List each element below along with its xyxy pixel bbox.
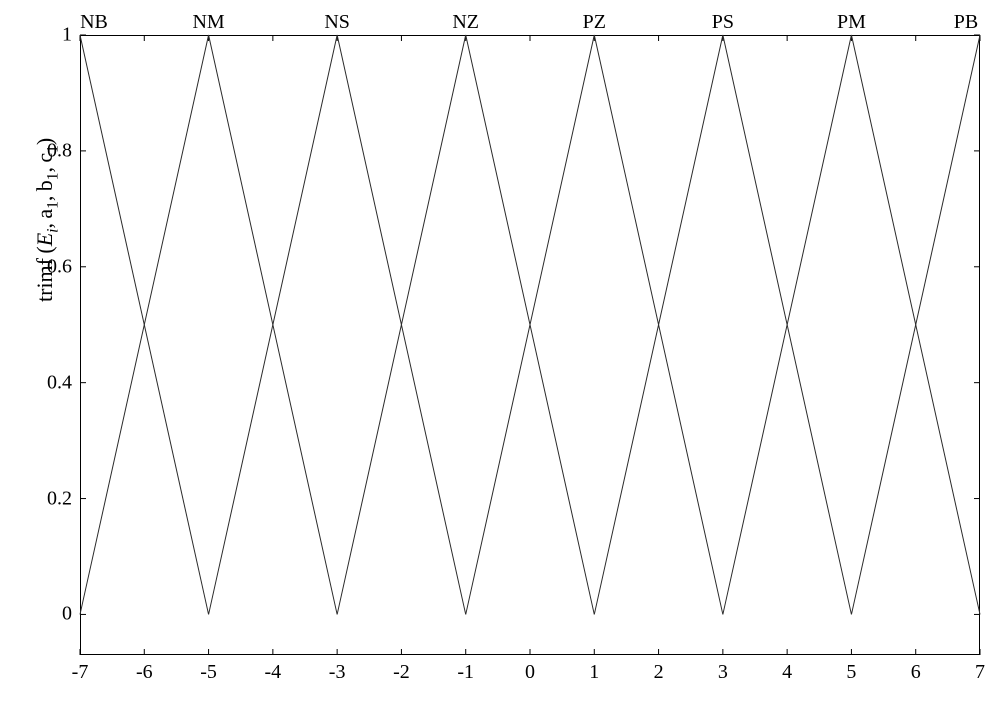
top-label-NZ: NZ — [452, 11, 479, 34]
x-tick-label: -1 — [457, 661, 474, 684]
top-label-PZ: PZ — [583, 11, 606, 34]
x-tick-label: 6 — [911, 661, 921, 684]
y-tick-label: 0.4 — [47, 371, 72, 394]
x-tick-label: 5 — [846, 661, 856, 684]
x-tick-label: -5 — [200, 661, 217, 684]
top-label-PS: PS — [712, 11, 734, 34]
top-label-PB: PB — [954, 11, 978, 34]
y-tick-label: 0.6 — [47, 255, 72, 278]
y-tick-label: 0 — [62, 603, 72, 626]
mf-PM — [723, 35, 980, 614]
x-tick-label: -3 — [329, 661, 346, 684]
x-tick-label: 1 — [589, 661, 599, 684]
x-tick-label: 2 — [654, 661, 664, 684]
top-label-NM: NM — [192, 11, 224, 34]
x-tick-label: 4 — [782, 661, 792, 684]
mf-NM — [80, 35, 337, 614]
x-tick-label: -4 — [265, 661, 282, 684]
fuzzy-membership-chart: trimf (Ei, a1, b1, c1) -7-6-5-4-3-2-1012… — [0, 0, 1000, 703]
mf-PS — [594, 35, 851, 614]
top-label-PM: PM — [837, 11, 866, 34]
mf-NZ — [337, 35, 594, 614]
x-tick-label: -7 — [72, 661, 89, 684]
mf-NS — [209, 35, 466, 614]
x-tick-label: -2 — [393, 661, 410, 684]
top-label-NB: NB — [80, 11, 108, 34]
mf-PZ — [466, 35, 723, 614]
top-label-NS: NS — [324, 11, 350, 34]
y-tick-label: 0.8 — [47, 139, 72, 162]
plot-svg — [0, 0, 1000, 703]
x-tick-label: 3 — [718, 661, 728, 684]
y-tick-label: 1 — [62, 24, 72, 47]
y-tick-label: 0.2 — [47, 487, 72, 510]
x-tick-label: -6 — [136, 661, 153, 684]
x-tick-label: 7 — [975, 661, 985, 684]
x-tick-label: 0 — [525, 661, 535, 684]
